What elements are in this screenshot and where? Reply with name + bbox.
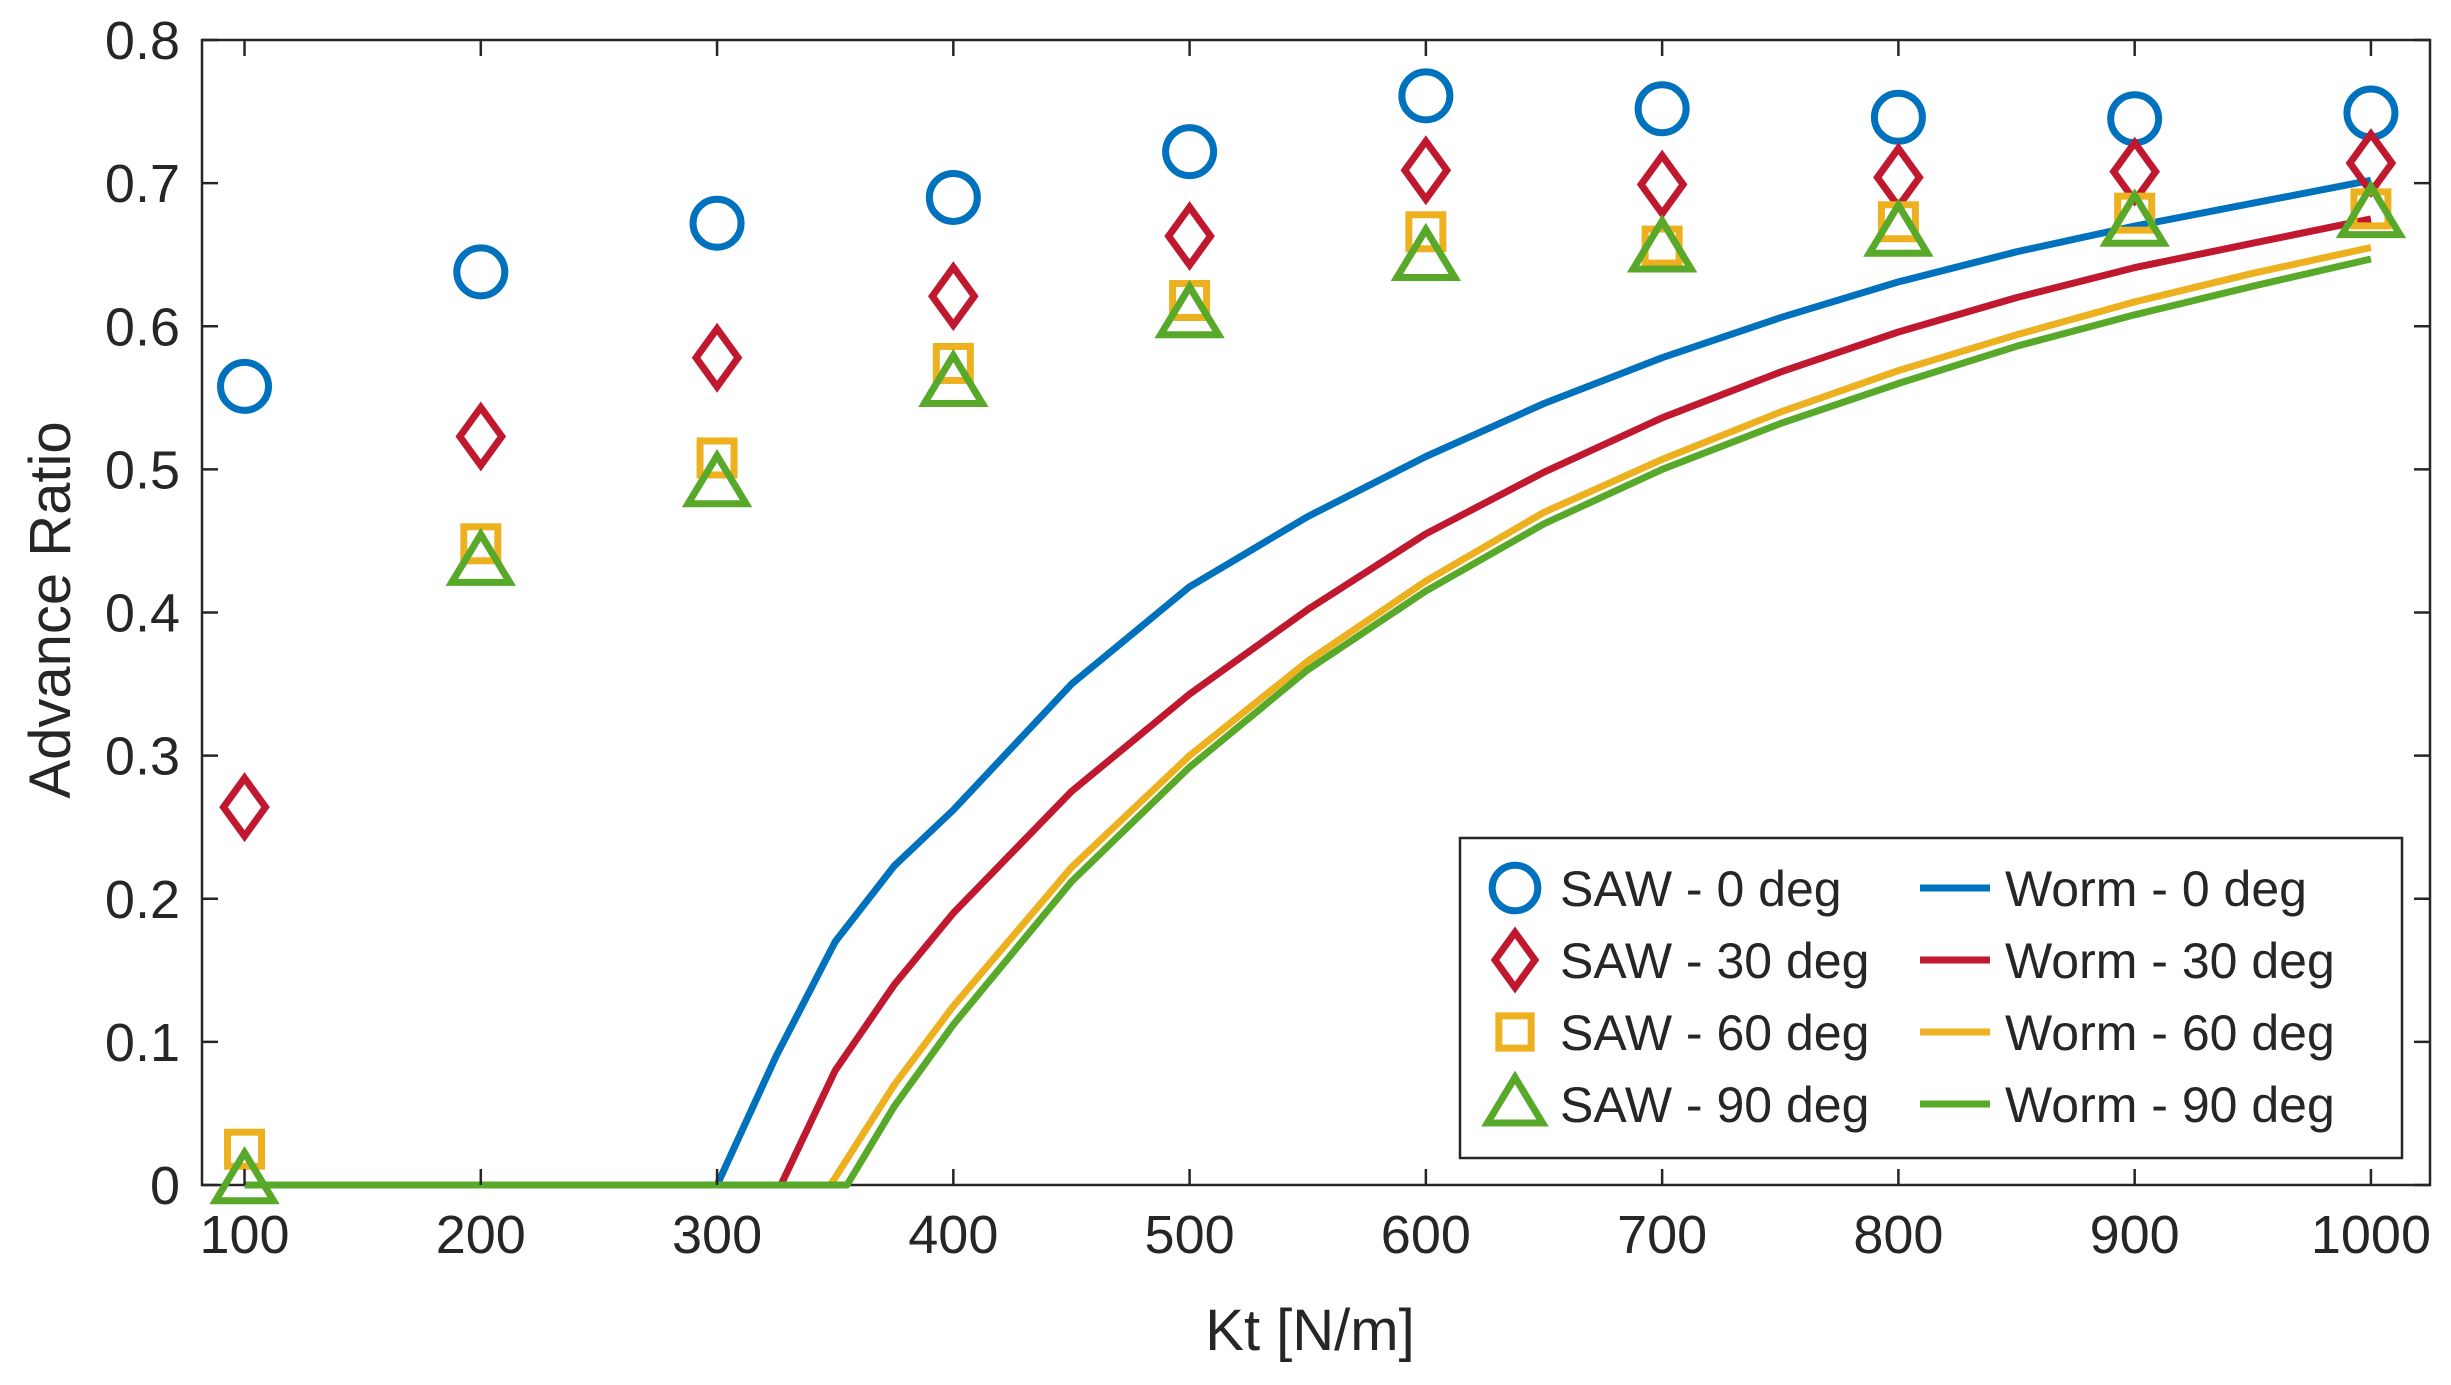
point-saw-30-deg: [1636, 149, 1688, 220]
point-saw-30-deg: [1164, 201, 1215, 272]
x-tick-label: 800: [1853, 1205, 1943, 1265]
point-saw-60-deg: [932, 342, 974, 384]
y-tick-label: 0.3: [105, 727, 180, 787]
legend-marker: [1495, 1012, 1535, 1052]
legend-label: Worm - 0 deg: [2005, 861, 2307, 917]
x-tick-label: 300: [672, 1205, 762, 1265]
point-saw-90-deg: [1626, 214, 1698, 273]
legend-label: SAW - 60 deg: [1560, 1005, 1869, 1061]
legend-label: SAW - 0 deg: [1560, 861, 1842, 917]
point-saw-0-deg: [925, 169, 981, 225]
point-saw-90-deg: [918, 348, 989, 407]
series-line-worm-90-deg: [244, 255, 2372, 1189]
y-tick-label: 0.7: [105, 154, 180, 214]
y-tick-label: 0.6: [105, 297, 180, 357]
point-saw-60-deg: [696, 437, 738, 479]
point-saw-60-deg: [1405, 211, 1447, 253]
point-saw-0-deg: [453, 244, 509, 300]
point-saw-90-deg: [445, 527, 516, 586]
legend-label: Worm - 30 deg: [2005, 933, 2335, 989]
point-saw-30-deg: [1400, 135, 1452, 206]
point-saw-30-deg: [928, 261, 979, 332]
y-axis-title: Advance Ratio: [18, 421, 83, 798]
y-tick-label: 0.2: [105, 870, 180, 930]
y-tick-label: 0.5: [105, 440, 180, 500]
point-saw-0-deg: [2107, 91, 2163, 147]
point-saw-0-deg: [1398, 68, 1454, 124]
point-saw-30-deg: [691, 322, 743, 393]
x-tick-label: 500: [1145, 1205, 1235, 1265]
y-tick-label: 0.4: [105, 584, 180, 644]
legend-label: Worm - 90 deg: [2005, 1077, 2335, 1133]
legend-marker: [1490, 926, 1540, 994]
point-saw-30-deg: [455, 401, 507, 472]
x-tick-label: 400: [908, 1205, 998, 1265]
point-saw-0-deg: [689, 195, 745, 251]
point-saw-90-deg: [2099, 188, 2170, 247]
legend-label: SAW - 90 deg: [1560, 1077, 1869, 1133]
series-line-worm-30-deg: [244, 215, 2372, 1189]
x-tick-label: 700: [1617, 1205, 1707, 1265]
point-saw-0-deg: [1162, 124, 1218, 180]
point-saw-30-deg: [219, 772, 270, 843]
point-saw-90-deg: [1154, 280, 1225, 339]
x-tick-label: 1000: [2311, 1205, 2431, 1265]
x-tick-label: 600: [1381, 1205, 1471, 1265]
legend-label: Worm - 60 deg: [2005, 1005, 2335, 1061]
series-line-worm-60-deg: [244, 244, 2372, 1189]
point-saw-30-deg: [1873, 142, 1924, 213]
point-saw-0-deg: [217, 358, 273, 414]
x-axis-title: Kt [N/m]: [1205, 1298, 1414, 1363]
x-tick-label: 100: [199, 1205, 289, 1265]
point-saw-60-deg: [460, 523, 502, 565]
point-saw-90-deg: [209, 1145, 280, 1205]
point-saw-90-deg: [1863, 198, 1934, 257]
legend: SAW - 0 deg SAW - 30 deg SAW - 60 deg SAW -…: [1458, 836, 2404, 1160]
point-saw-90-deg: [1390, 222, 1462, 282]
y-tick-label: 0: [150, 1156, 180, 1216]
legend-marker: [1488, 861, 1542, 915]
point-saw-90-deg: [681, 448, 753, 508]
series-line-worm-0-deg: [244, 176, 2372, 1189]
y-tick-label: 0.1: [105, 1013, 180, 1073]
x-tick-label: 200: [436, 1205, 526, 1265]
x-tick-label: 900: [2090, 1205, 2180, 1265]
y-tick-label: 0.8: [105, 11, 180, 71]
point-saw-0-deg: [1634, 81, 1690, 137]
legend-label: SAW - 30 deg: [1560, 933, 1869, 989]
point-saw-60-deg: [224, 1128, 266, 1170]
point-saw-0-deg: [1870, 89, 1926, 145]
point-saw-90-deg: [2335, 179, 2407, 239]
legend-marker: [1481, 1070, 1549, 1127]
